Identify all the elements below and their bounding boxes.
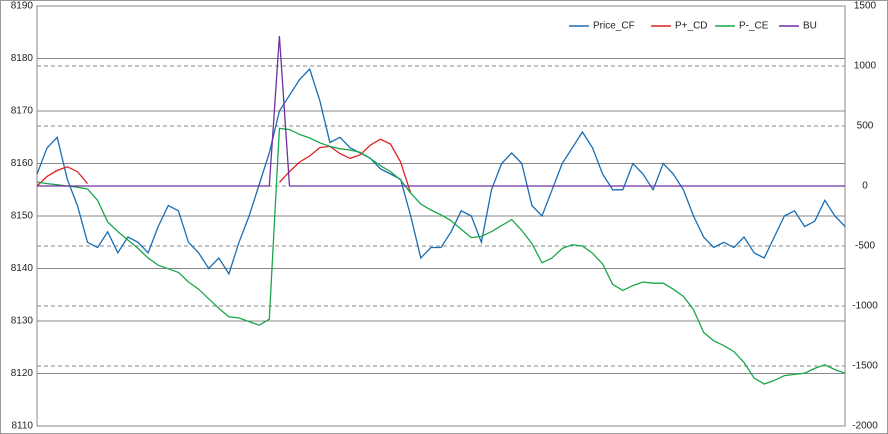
y2-tick-label: 0: [862, 181, 868, 192]
legend-label: BU: [803, 21, 817, 32]
y2-tick-label: 500: [857, 121, 874, 132]
y-tick-label: 8130: [11, 316, 34, 327]
legend-label: P+_CD: [675, 21, 708, 32]
y-tick-label: 8120: [11, 368, 34, 379]
y2-tick-label: -500: [855, 241, 875, 252]
y-tick-label: 8110: [11, 421, 33, 432]
series-line: [37, 35, 845, 187]
series-line: [36, 67, 846, 276]
series-line: [36, 138, 412, 194]
legend-label: Price_CF: [593, 21, 635, 32]
series-line: [36, 127, 846, 385]
y-tick-label: 8190: [11, 1, 34, 12]
y2-tick-label: -1500: [852, 361, 878, 372]
y-tick-label: 8140: [11, 263, 34, 274]
y-tick-label: 8180: [11, 53, 34, 64]
y2-tick-label: -1000: [852, 301, 878, 312]
y-tick-label: 8170: [11, 106, 34, 117]
y2-tick-label: -2000: [852, 421, 878, 432]
y2-tick-label: 1500: [854, 1, 877, 12]
y-tick-label: 8150: [11, 211, 34, 222]
legend-label: P-_CE: [739, 21, 769, 32]
y-tick-label: 8160: [11, 158, 34, 169]
y2-tick-label: 1000: [854, 61, 877, 72]
